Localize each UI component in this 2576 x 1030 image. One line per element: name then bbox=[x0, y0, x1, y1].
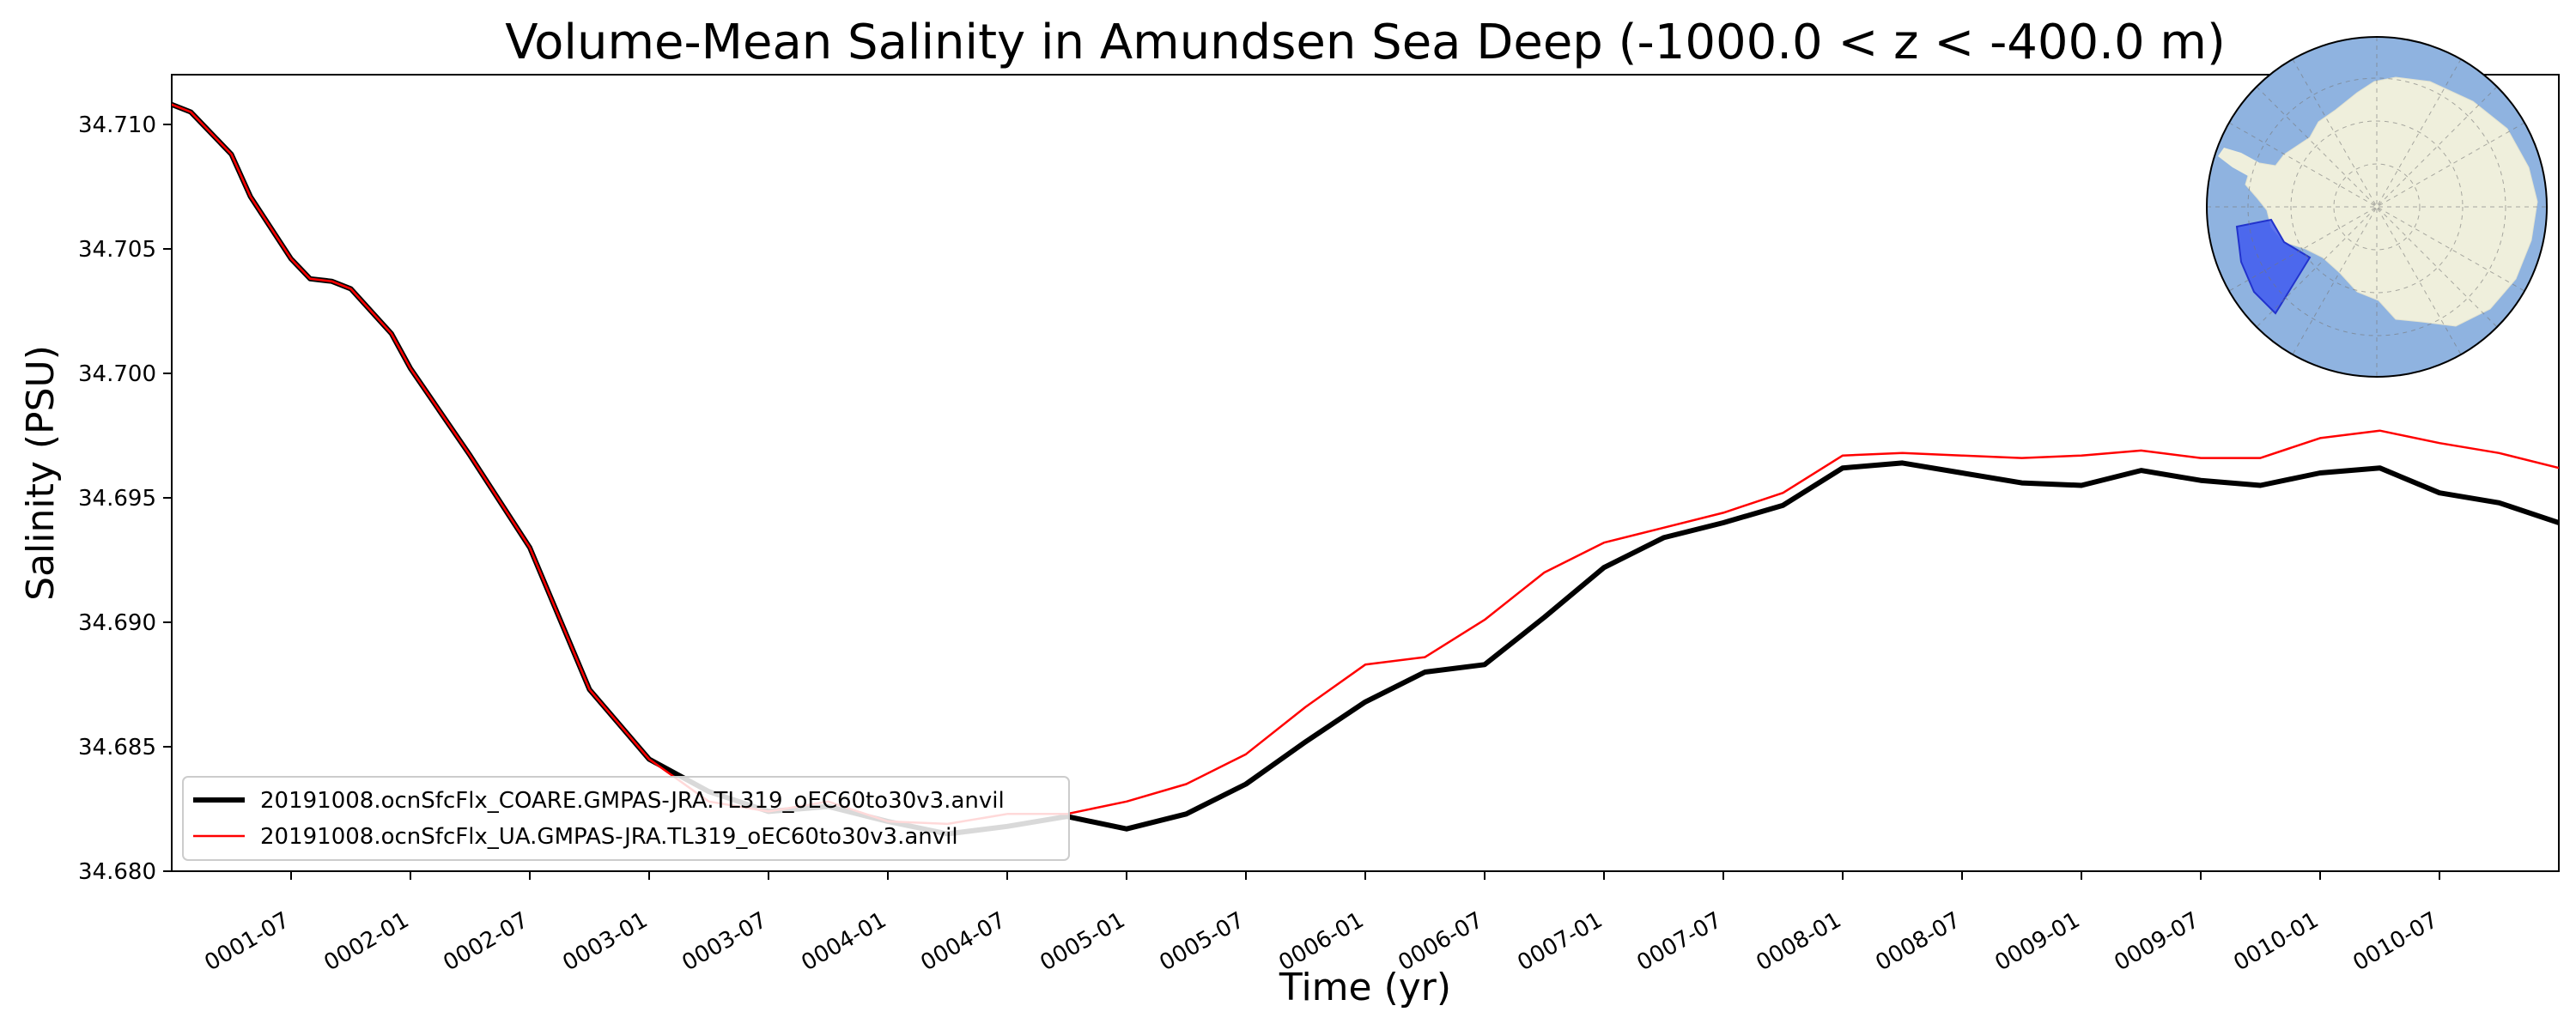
x-tick-label: 0009-01 bbox=[1990, 907, 2084, 976]
map-peninsula bbox=[2218, 148, 2260, 176]
x-axis-label: Time (yr) bbox=[1279, 966, 1451, 1009]
x-tick-label: 0002-07 bbox=[439, 907, 532, 976]
x-tick-label: 0001-07 bbox=[200, 907, 294, 976]
y-tick-label: 34.685 bbox=[78, 735, 156, 760]
series-lines bbox=[172, 101, 2559, 837]
y-tick-label: 34.700 bbox=[78, 361, 156, 387]
map-border bbox=[2206, 36, 2548, 378]
series-line-ua bbox=[172, 103, 2559, 826]
plot-area bbox=[171, 74, 2560, 872]
x-tick-label: 0010-07 bbox=[2348, 907, 2442, 976]
legend-label-ua: 20191008.ocnSfcFlx_UA.GMPAS-JRA.TL319_oE… bbox=[260, 824, 958, 850]
x-tick-label: 0004-01 bbox=[797, 907, 890, 976]
y-tick-label: 34.705 bbox=[78, 237, 156, 263]
x-tick-label: 0007-01 bbox=[1513, 907, 1607, 976]
antarctica-map-icon bbox=[2206, 36, 2548, 378]
map-region-amundsen bbox=[2235, 218, 2312, 315]
x-tick-label: 0007-07 bbox=[1632, 907, 1726, 976]
x-tick-label: 0003-07 bbox=[677, 907, 771, 976]
legend-label-coare: 20191008.ocnSfcFlx_COARE.GMPAS-JRA.TL319… bbox=[260, 788, 1005, 814]
y-axis-ticks: 34.680 34.685 34.690 34.695 34.700 34.705 34.7… bbox=[78, 112, 172, 885]
y-tick-label: 34.680 bbox=[78, 859, 156, 885]
x-tick-label: 0005-01 bbox=[1036, 907, 1129, 976]
x-tick-label: 0010-01 bbox=[2229, 907, 2323, 976]
x-axis-ticks: 0001-07 0002-01 0002-07 0003-01 0003-07 0004-… bbox=[200, 871, 2443, 976]
x-tick-label: 0008-07 bbox=[1871, 907, 1965, 976]
y-axis-label: Salinity (PSU) bbox=[19, 345, 63, 601]
map-land-antarctica bbox=[2245, 76, 2538, 327]
x-tick-label: 0002-01 bbox=[319, 907, 413, 976]
y-tick-label: 34.710 bbox=[78, 112, 156, 138]
chart-title: Volume-Mean Salinity in Amundsen Sea Dee… bbox=[505, 15, 2226, 70]
x-tick-label: 0005-07 bbox=[1155, 907, 1249, 976]
x-tick-label: 0008-01 bbox=[1752, 907, 1845, 976]
x-tick-label: 0004-07 bbox=[916, 907, 1010, 976]
legend-box bbox=[182, 776, 1070, 861]
y-tick-label: 34.695 bbox=[78, 486, 156, 512]
x-tick-label: 0009-07 bbox=[2110, 907, 2203, 976]
map-graticule bbox=[2207, 37, 2547, 377]
x-tick-label: 0003-01 bbox=[558, 907, 652, 976]
legend: 20191008.ocnSfcFlx_COARE.GMPAS-JRA.TL319… bbox=[182, 776, 1070, 861]
y-tick-label: 34.690 bbox=[78, 610, 156, 636]
